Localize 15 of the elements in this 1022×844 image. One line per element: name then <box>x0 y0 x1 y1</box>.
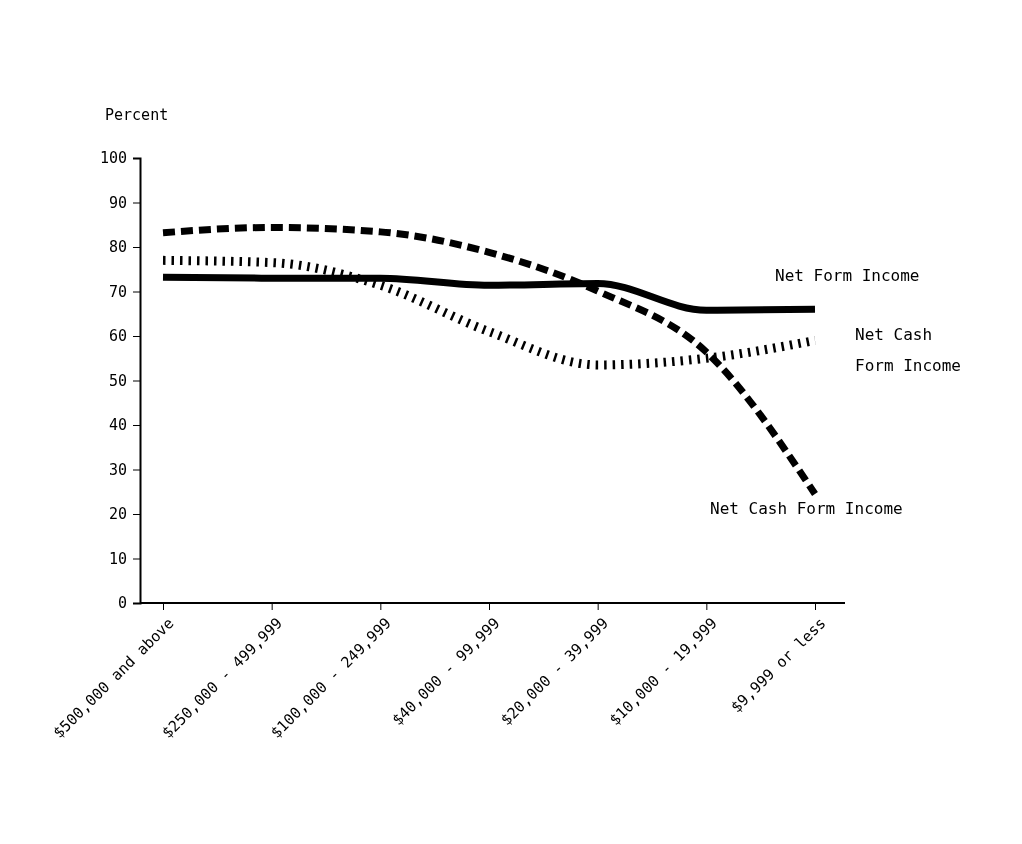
y-tick-label: 30 <box>108 460 127 479</box>
y-tick-label: 90 <box>108 193 127 212</box>
y-tick-label: 60 <box>108 327 127 346</box>
y-tick-label: 80 <box>108 238 127 257</box>
text: Net Cash Form Income <box>855 325 961 375</box>
y-tick-label: 40 <box>108 416 127 435</box>
series-label: Net Form Income <box>775 266 920 286</box>
y-tick-label: 50 <box>108 371 127 390</box>
y-tick-label: 10 <box>108 549 127 568</box>
y-tick-label: 100 <box>99 149 127 168</box>
series-label: Net Cash Form Income <box>710 498 903 518</box>
y-tick-label: 20 <box>108 505 127 524</box>
y-tick-label: 0 <box>117 594 127 613</box>
y-axis-title: Percent <box>105 106 169 124</box>
y-tick-label: 70 <box>108 282 127 301</box>
